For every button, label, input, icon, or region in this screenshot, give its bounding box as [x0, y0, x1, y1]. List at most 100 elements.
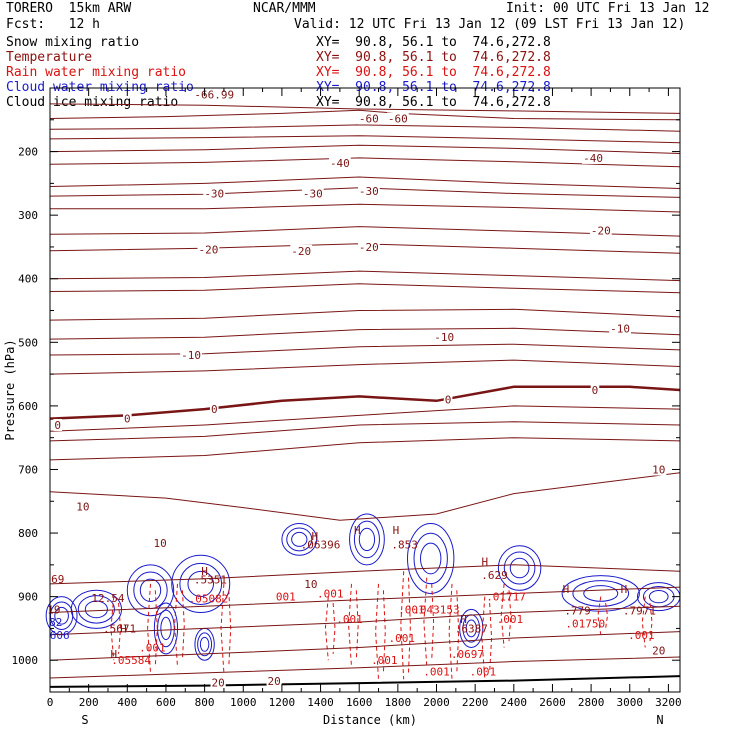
isotherm-label-bg [193, 88, 236, 101]
rain-contour [118, 602, 122, 654]
rain-contour [375, 583, 379, 680]
plot-frame [49, 87, 681, 693]
isotherm-line [49, 405, 681, 432]
legend-xy: XY= 90.8, 56.1 to 74.6,272.8 [316, 50, 551, 65]
maximum-marker: H [460, 613, 467, 626]
rain-contour [431, 583, 435, 661]
isotherm-label: -66.99 [194, 88, 234, 101]
isotherm-label-bg [203, 187, 226, 200]
y-tick-label: 300 [18, 209, 38, 222]
isotherm-label: 0 [445, 394, 452, 407]
y-tick-label: 1000 [12, 654, 39, 667]
isotherm-label: -30 [359, 185, 379, 198]
rain-contour [228, 590, 232, 667]
isotherm-line [49, 308, 681, 321]
maximum-marker: H [563, 583, 570, 596]
isotherm-line [49, 226, 681, 237]
rain-contour [423, 577, 428, 667]
x-tick-label: 1400 [307, 696, 334, 709]
y-tick-label: 200 [18, 146, 38, 159]
isotherm-label-bg [609, 322, 631, 335]
value-label: .779 [564, 605, 591, 618]
isotherm-label-bg [209, 403, 219, 416]
isotherm-label: 0 [211, 403, 218, 416]
institution-label: NCAR/MMM [253, 1, 316, 16]
isotherm-label-bg [152, 537, 168, 550]
isotherm-line [49, 283, 681, 294]
cloud-water-contour [281, 523, 318, 556]
isotherm-line [49, 359, 681, 375]
isotherm-label: -20 [199, 243, 219, 256]
value-label: .001 [398, 603, 425, 616]
isotherm-line [49, 343, 681, 356]
maximum-marker: H [354, 524, 361, 537]
isotherm-label-bg [651, 644, 667, 657]
value-label: .001 [497, 613, 524, 626]
isotherm-label: -60 [359, 113, 379, 126]
isotherm-label-bg [266, 675, 282, 688]
x-tick-label: 800 [195, 696, 215, 709]
isotherm-line [49, 421, 681, 442]
isotherm-label-bg [180, 349, 202, 362]
value-label: 606 [50, 629, 70, 642]
x-tick-label: 1800 [385, 696, 412, 709]
rain-contour [649, 602, 653, 642]
isotherm-line [49, 135, 681, 144]
cloud-water-contour [358, 527, 376, 552]
isotherm-line [49, 437, 681, 461]
value-label: .01750 [565, 617, 605, 630]
legend-xy: XY= 90.8, 56.1 to 74.6,272.8 [316, 35, 551, 50]
maximum-marker: H [311, 530, 318, 543]
cloud-water-contour [77, 595, 115, 624]
cloud-water-contour [420, 542, 442, 575]
isotherm-line [49, 385, 681, 420]
value-label: 82 [49, 616, 62, 629]
value-label: .001 [628, 629, 655, 642]
cloud-water-contour [160, 616, 172, 641]
maximum-marker: H [120, 622, 127, 635]
value-label: .5351 [194, 573, 227, 586]
cloud-water-contour [572, 580, 630, 607]
value-label: .05082 [189, 593, 229, 606]
isotherm-label-bg [123, 412, 132, 425]
x-tick-label: 1000 [230, 696, 257, 709]
maximum-marker: H [201, 565, 208, 578]
cloud-water-contour [197, 632, 213, 657]
north-end-label: N [656, 713, 663, 727]
isotherm-line [49, 327, 681, 340]
rain-contour [332, 602, 336, 654]
valid-time: Valid: 12 UTC Fri 13 Jan 12 (09 LST Fri … [294, 17, 686, 32]
cloud-water-contour [497, 545, 542, 591]
isotherm-label: 10 [76, 500, 89, 513]
y-tick-label: 500 [18, 336, 38, 349]
surface-line [49, 675, 681, 688]
init-time: Init: 00 UTC Fri 13 Jan 12 [506, 1, 710, 16]
cloud-water-contour [153, 602, 179, 655]
cloud-water-contour [353, 520, 380, 559]
isotherm-label-bg [290, 244, 313, 257]
y-tick-label: 600 [18, 400, 38, 413]
y-tick-label: 400 [18, 273, 38, 286]
x-tick-label: 0 [47, 696, 54, 709]
x-tick-label: 2200 [462, 696, 489, 709]
value-label: 69 [51, 573, 64, 586]
value-label: .001 [388, 632, 415, 645]
rain-contour [508, 590, 512, 642]
rain-contour [500, 583, 505, 648]
isotherm-line [49, 472, 681, 521]
value-label: .05584 [111, 654, 151, 667]
isotherm-line [49, 144, 681, 154]
rain-contour [220, 583, 225, 673]
cloud-water-contour [84, 600, 108, 619]
x-axis-label: Distance (km) [323, 713, 417, 727]
rain-contour [181, 590, 185, 661]
y-tick-label: 700 [18, 463, 38, 476]
isotherm-line [49, 605, 681, 636]
value-label: .001 [371, 654, 398, 667]
isotherm-label-bg [357, 112, 380, 125]
maximum-marker: H [110, 648, 117, 661]
cloud-water-contour [286, 527, 313, 552]
legend-label: Snow mixing ratio [6, 35, 140, 50]
cloud-water-contour [583, 585, 619, 602]
